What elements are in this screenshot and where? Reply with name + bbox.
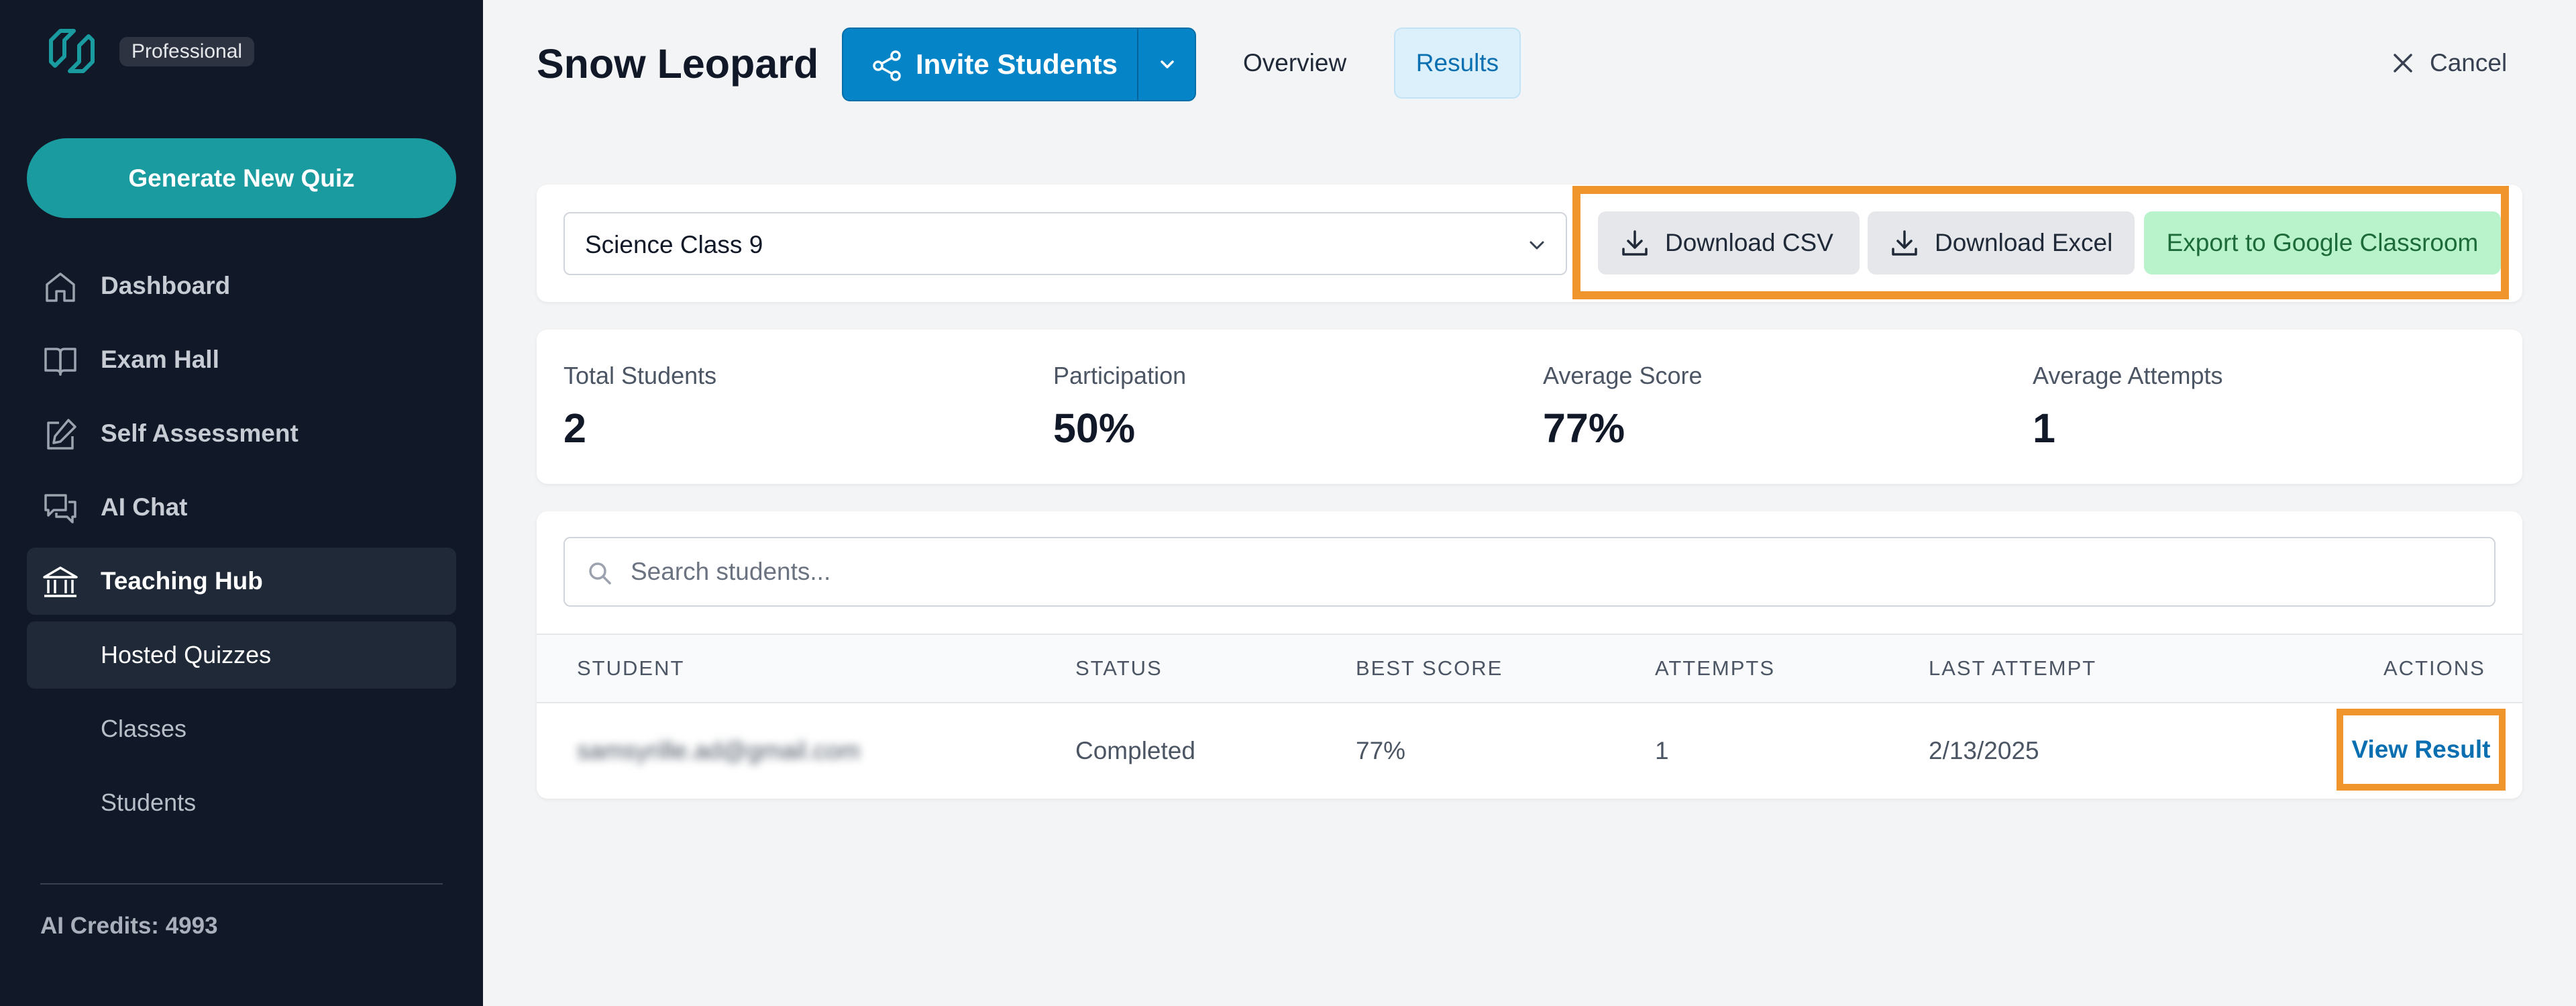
- stat-value: 1: [2033, 405, 2055, 451]
- sidebar-item-dashboard[interactable]: Dashboard: [27, 252, 456, 319]
- tab-overview[interactable]: Overview: [1243, 49, 1347, 77]
- stat-average-attempts: Average Attempts 1: [2033, 362, 2223, 452]
- sidebar-item-label: Teaching Hub: [101, 567, 263, 595]
- student-search: [564, 537, 2496, 607]
- student-email: samsyrille.ad@gmail.com: [577, 737, 861, 764]
- download-excel-button[interactable]: Download Excel: [1868, 211, 2135, 274]
- sidebar-item-label: Self Assessment: [101, 419, 299, 447]
- stat-label: Participation: [1053, 362, 1187, 389]
- column-header-student[interactable]: STUDENT: [577, 656, 685, 680]
- stat-label: Average Score: [1543, 362, 1703, 389]
- sidebar-subitem-classes[interactable]: Classes: [27, 695, 456, 762]
- class-select-value: Science Class 9: [585, 231, 763, 258]
- invite-students-split-button: Invite Students: [842, 28, 1196, 101]
- tab-results[interactable]: Results: [1394, 28, 1521, 99]
- stats-card: Total Students 2 Participation 50% Avera…: [537, 330, 2522, 484]
- book-icon: [44, 348, 76, 376]
- table-header: STUDENT STATUS BEST SCORE ATTEMPTS LAST …: [537, 634, 2522, 703]
- stat-value: 50%: [1053, 405, 1136, 451]
- chevron-down-icon: [1161, 60, 1174, 68]
- view-result-highlight: View Result: [2337, 709, 2506, 791]
- column-header-attempts[interactable]: ATTEMPTS: [1655, 656, 1776, 680]
- plan-badge: Professional: [119, 37, 255, 66]
- generate-new-quiz-button[interactable]: Generate New Quiz: [27, 138, 456, 218]
- column-header-status[interactable]: STATUS: [1075, 656, 1163, 680]
- view-result-link[interactable]: View Result: [2351, 736, 2491, 763]
- search-icon: [589, 562, 611, 585]
- stat-value: 2: [564, 405, 586, 451]
- table-row: samsyrille.ad@gmail.com Completed 77% 1 …: [537, 703, 2522, 799]
- best-score-cell: 77%: [1356, 737, 1406, 764]
- download-csv-button[interactable]: Download CSV: [1598, 211, 1860, 274]
- stat-label: Average Attempts: [2033, 362, 2223, 389]
- stat-label: Total Students: [564, 362, 717, 389]
- chat-icon: [44, 494, 76, 523]
- search-input[interactable]: [631, 538, 2442, 605]
- class-select[interactable]: Science Class 9: [564, 212, 1567, 275]
- app-logo-icon[interactable]: [44, 27, 99, 75]
- stat-total-students: Total Students 2: [564, 362, 716, 452]
- results-table-card: STUDENT STATUS BEST SCORE ATTEMPTS LAST …: [537, 511, 2522, 799]
- sidebar-subitem-hosted-quizzes[interactable]: Hosted Quizzes: [27, 621, 456, 689]
- share-icon: [873, 50, 901, 81]
- stat-participation: Participation 50%: [1053, 362, 1186, 452]
- sidebar-item-teaching-hub[interactable]: Teaching Hub: [27, 548, 456, 615]
- sidebar-divider: [40, 883, 443, 885]
- sidebar-item-self-assessment[interactable]: Self Assessment: [27, 400, 456, 467]
- export-google-classroom-button[interactable]: Export to Google Classroom: [2144, 211, 2501, 274]
- page-title: Snow Leopard: [537, 41, 819, 87]
- export-toolbar-card: Science Class 9 Download CSV Download Ex…: [537, 185, 2522, 302]
- chevron-down-icon: [1529, 241, 1544, 250]
- export-buttons-highlight: Download CSV Download Excel Export to Go…: [1572, 186, 2509, 299]
- sidebar-item-label: Exam Hall: [101, 346, 219, 373]
- sidebar-item-label: Dashboard: [101, 272, 231, 299]
- stat-value: 77%: [1543, 405, 1625, 451]
- attempts-cell: 1: [1655, 737, 1669, 764]
- sidebar-item-ai-chat[interactable]: AI Chat: [27, 474, 456, 541]
- column-header-best-score[interactable]: BEST SCORE: [1356, 656, 1503, 680]
- close-icon: [2394, 54, 2412, 72]
- sidebar-subitem-label: Classes: [101, 715, 187, 742]
- sidebar-subitem-students[interactable]: Students: [27, 769, 456, 836]
- download-icon: [1622, 230, 1648, 256]
- column-header-last-attempt[interactable]: LAST ATTEMPT: [1929, 656, 2097, 680]
- sidebar-subitem-label: Students: [101, 789, 197, 816]
- invite-students-label: Invite Students: [916, 48, 1118, 80]
- sidebar-item-label: AI Chat: [101, 493, 188, 521]
- ai-credits: AI Credits: 4993: [40, 913, 218, 939]
- invite-options-dropdown[interactable]: [1138, 29, 1196, 100]
- building-icon: [43, 566, 78, 597]
- column-header-actions: ACTIONS: [2383, 656, 2485, 680]
- invite-students-button[interactable]: Invite Students: [843, 29, 1137, 100]
- download-excel-label: Download Excel: [1935, 229, 2113, 256]
- invite-split-divider: [1137, 29, 1138, 100]
- home-icon: [46, 272, 75, 302]
- download-csv-label: Download CSV: [1665, 229, 1833, 256]
- cancel-label: Cancel: [2430, 49, 2508, 77]
- download-icon: [1892, 230, 1917, 256]
- status-cell: Completed: [1075, 737, 1195, 764]
- edit-icon: [47, 419, 76, 450]
- sidebar-item-exam-hall[interactable]: Exam Hall: [27, 326, 456, 393]
- stat-average-score: Average Score 77%: [1543, 362, 1702, 452]
- sidebar: Professional Generate New Quiz Dashboard…: [0, 0, 483, 1006]
- last-attempt-cell: 2/13/2025: [1929, 737, 2039, 764]
- sidebar-subitem-label: Hosted Quizzes: [101, 641, 272, 668]
